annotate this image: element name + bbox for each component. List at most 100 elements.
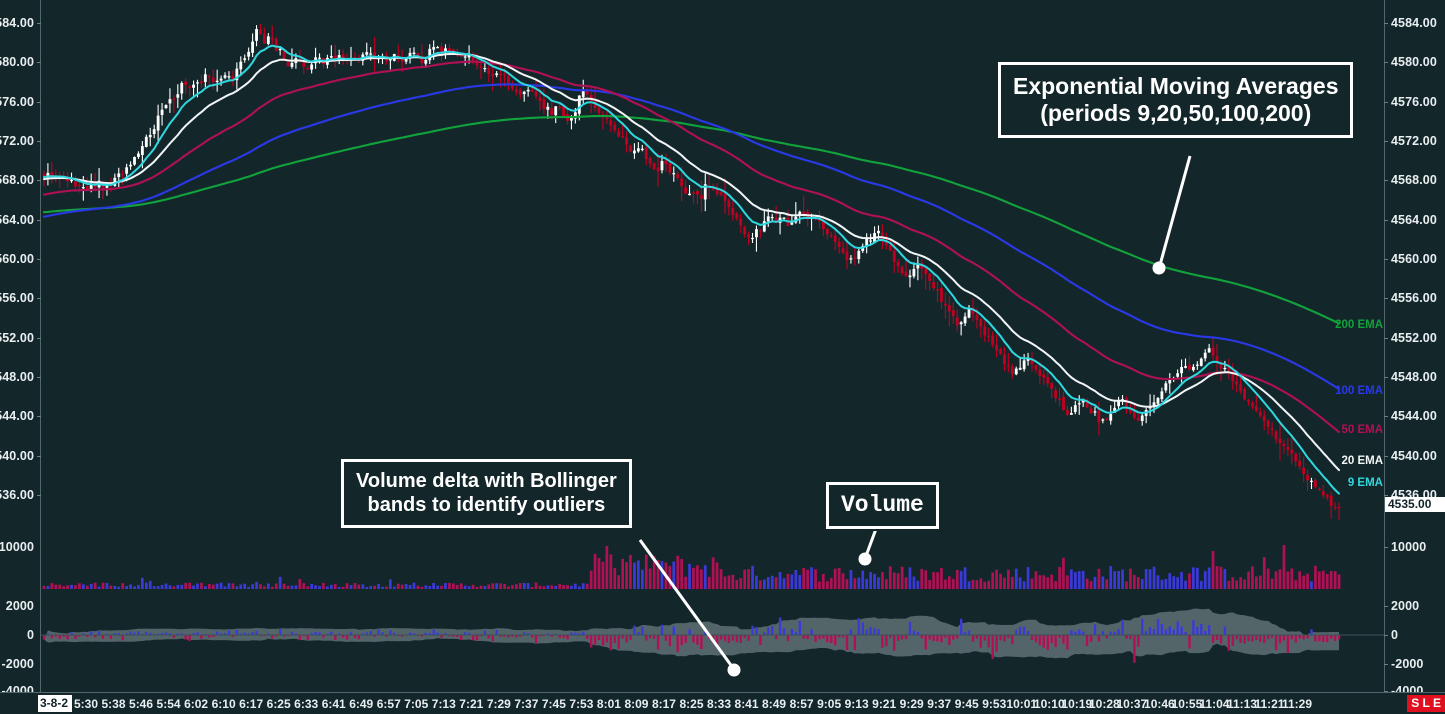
time-tick: 5:46 (129, 697, 154, 711)
time-tick: 10:19 (1061, 697, 1093, 711)
time-tick: 10:10 (1033, 697, 1065, 711)
price-tick-left: 4560.00 (0, 252, 34, 266)
price-tick-left: 4548.00 (0, 370, 34, 384)
ema-20-line (43, 52, 1340, 472)
price-plot (42, 23, 1341, 520)
time-tick: 10:01 (1006, 697, 1038, 711)
time-tick: 11:04 (1199, 697, 1230, 711)
price-tick-mark (1384, 495, 1388, 496)
ema-legend-9: 9 EMA (1347, 477, 1383, 489)
price-tick-right: 4560.00 (1391, 252, 1437, 266)
time-tick: 10:55 (1171, 697, 1203, 711)
subpane-tick-right: 10000 (1391, 540, 1427, 554)
volume-delta-pane[interactable] (41, 592, 1384, 692)
price-tick-mark (37, 298, 41, 300)
ema-legend-100: 100 EMA (1335, 385, 1383, 397)
price-tick-right: 4556.00 (1391, 291, 1437, 306)
price-tick-mark (1384, 180, 1388, 182)
time-axis[interactable]: 5:30 5:38 5:46 5:54 6:02 6:10 6:17 6:25 6:33 6:41… (0, 692, 1445, 714)
ema-9-line (43, 44, 1340, 495)
price-tick-mark (1384, 23, 1388, 24)
price-tick-mark (37, 337, 41, 339)
price-tick-left: 4576.00 (0, 94, 34, 109)
last-price-badge: 4535.00 (1385, 497, 1445, 512)
subpane-tick-right: 0 (1391, 628, 1399, 642)
ema-legend-20: 20 EMA (1341, 455, 1383, 467)
price-tick-mark (37, 416, 41, 418)
price-tick-right: 4548.00 (1391, 370, 1437, 384)
price-tick-right: 4564.00 (1391, 212, 1437, 227)
time-tick: 8:41 (734, 697, 759, 711)
time-tick: 11:13 (1226, 697, 1257, 711)
time-tick: 6:57 (376, 697, 401, 711)
price-tick-left: 4568.00 (0, 173, 34, 188)
price-tick-left: 4580.00 (0, 55, 34, 70)
price-tick-mark (37, 180, 41, 182)
subpane-tick-right: 2000 (1391, 599, 1420, 613)
price-axis-right[interactable]: 4584.00 4580.00 4576.00 4572.00 4568.00 4564.… (1384, 0, 1445, 697)
callout-exponential-moving-averages: Exponential Moving Averages (periods 9,2… (995, 59, 1356, 141)
price-tick-mark (1384, 416, 1388, 418)
time-tick: 9:29 (899, 697, 924, 711)
time-tick: 9:53 (982, 697, 1007, 711)
price-tick-mark (1384, 455, 1388, 457)
price-tick-left: 4540.00 (0, 448, 34, 463)
bollinger-band-envelope (44, 608, 1339, 659)
subpane-tick-mark (1384, 635, 1388, 636)
price-tick-mark (1384, 141, 1388, 142)
volume-plot (42, 545, 1341, 589)
time-tick: 10:46 (1144, 697, 1175, 711)
price-axis-left[interactable]: 4584.00 4580.00 4576.00 4572.00 4568.00 4564.… (0, 0, 41, 697)
time-tick: 6:02 (184, 697, 209, 711)
time-tick: 8:33 (707, 697, 732, 711)
subpane-tick-mark (1384, 691, 1388, 692)
time-tick: 8:17 (651, 697, 676, 711)
price-tick-right: 4544.00 (1391, 409, 1437, 424)
session-chip[interactable]: S L E (1407, 695, 1445, 712)
price-tick-mark (1384, 101, 1388, 103)
ema-50-line (42, 60, 1341, 434)
callout-ema-line1: Exponential Moving Averages (1013, 73, 1339, 99)
time-tick: 10:28 (1088, 697, 1120, 711)
price-tick-right: 4576.00 (1391, 94, 1437, 109)
time-tick: 7:53 (569, 697, 594, 711)
price-tick-left: 4552.00 (0, 330, 34, 345)
price-tick-mark (37, 101, 41, 103)
subpane-tick-left: 0 (26, 628, 34, 642)
price-tick-mark (1384, 219, 1388, 221)
price-tick-mark (37, 141, 41, 142)
subpane-tick-mark (1384, 664, 1388, 665)
ema-100-line (42, 83, 1341, 391)
volume-bars (42, 545, 1341, 589)
subpane-tick-mark (1384, 606, 1388, 607)
subpane-tick-left: 2000 (5, 599, 34, 613)
volume-pane[interactable] (41, 528, 1384, 592)
callout-volume-line1: Volume (841, 492, 924, 518)
subpane-tick-left: -2000 (1, 657, 34, 671)
time-tick: 9:05 (817, 697, 842, 711)
time-tick: 6:25 (266, 697, 291, 711)
price-tick-right: 4568.00 (1391, 173, 1437, 188)
time-tick: 6:17 (239, 697, 264, 711)
time-tick: 7:21 (459, 697, 484, 711)
price-tick-right: 4584.00 (1391, 16, 1437, 30)
price-tick-mark (1384, 259, 1388, 260)
callout-delta-line1: Volume delta with Bollinger (356, 470, 617, 492)
callout-volume: Volume (824, 479, 941, 532)
price-tick-left: 4544.00 (0, 409, 34, 424)
time-tick: 6:10 (211, 697, 236, 711)
price-tick-left: 4584.00 (0, 16, 34, 30)
time-tick: 6:41 (321, 697, 346, 711)
time-tick: 11:29 (1281, 697, 1313, 711)
price-tick-mark (37, 219, 41, 221)
volume-delta-plot (41, 608, 1384, 663)
price-tick-mark (1384, 298, 1388, 300)
price-tick-mark (1384, 377, 1388, 378)
subpane-tick-mark (1384, 547, 1388, 548)
price-tick-right: 4552.00 (1391, 330, 1437, 345)
time-tick: 8:57 (789, 697, 814, 711)
subpane-tick-left: 10000 (0, 540, 34, 554)
time-tick: 5:38 (101, 697, 126, 711)
price-tick-left: 4564.00 (0, 212, 34, 227)
time-tick: 9:13 (844, 697, 869, 711)
